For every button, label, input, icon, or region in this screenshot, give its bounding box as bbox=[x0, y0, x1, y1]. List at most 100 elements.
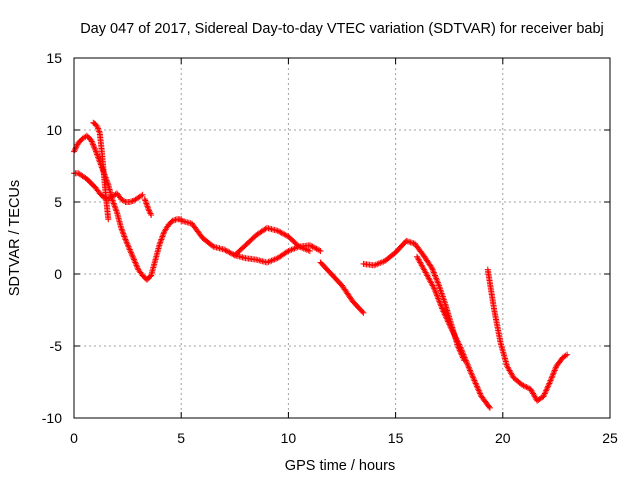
data-point bbox=[455, 340, 462, 347]
data-point bbox=[434, 278, 441, 285]
data-point bbox=[549, 371, 556, 378]
data-point bbox=[124, 240, 131, 247]
data-point bbox=[470, 376, 477, 383]
data-point bbox=[564, 351, 571, 358]
data-point bbox=[131, 258, 138, 265]
data-point bbox=[316, 247, 323, 254]
data-point bbox=[547, 377, 554, 384]
data-point bbox=[429, 265, 436, 272]
data-point bbox=[448, 325, 455, 332]
data-point bbox=[457, 344, 464, 351]
data-point bbox=[129, 252, 136, 259]
data-point bbox=[521, 383, 528, 390]
data-point bbox=[454, 338, 461, 345]
data-point bbox=[546, 380, 553, 387]
data-point bbox=[445, 318, 452, 325]
data-point bbox=[453, 335, 460, 342]
data-point bbox=[447, 322, 454, 329]
data-point bbox=[439, 305, 446, 312]
data-point bbox=[112, 206, 119, 213]
data-point bbox=[434, 294, 441, 301]
data-point bbox=[463, 358, 470, 365]
x-tick-label: 25 bbox=[602, 430, 618, 446]
data-point bbox=[139, 191, 146, 198]
data-point bbox=[104, 180, 111, 187]
data-point bbox=[125, 243, 132, 250]
data-point bbox=[464, 361, 471, 368]
data-point bbox=[444, 317, 451, 324]
data-point bbox=[459, 348, 466, 355]
data-point bbox=[156, 240, 163, 247]
data-point bbox=[276, 228, 283, 235]
data-point bbox=[433, 291, 440, 298]
data-point bbox=[433, 275, 440, 282]
data-point bbox=[549, 373, 556, 380]
data-point bbox=[466, 366, 473, 373]
data-point bbox=[146, 209, 153, 216]
data-point bbox=[486, 404, 493, 411]
data-point bbox=[94, 151, 101, 158]
data-point bbox=[468, 370, 475, 377]
data-point bbox=[144, 204, 151, 211]
data-point bbox=[456, 343, 463, 349]
data-point bbox=[430, 268, 437, 275]
data-point bbox=[428, 263, 435, 270]
data-point bbox=[471, 377, 478, 384]
data-point bbox=[94, 124, 101, 131]
data-point bbox=[306, 247, 313, 254]
data-point bbox=[545, 381, 552, 388]
data-point bbox=[360, 309, 367, 316]
data-point bbox=[465, 364, 472, 371]
data-point bbox=[435, 296, 442, 303]
data-point bbox=[160, 230, 167, 237]
data-point bbox=[159, 232, 166, 239]
data-point bbox=[119, 229, 126, 236]
y-tick-label: 0 bbox=[54, 266, 62, 282]
x-tick-label: 0 bbox=[70, 430, 78, 446]
data-point bbox=[95, 127, 102, 133]
data-point bbox=[121, 235, 128, 241]
data-point bbox=[433, 276, 440, 283]
data-point bbox=[306, 242, 313, 249]
data-point bbox=[122, 236, 129, 243]
data-point bbox=[435, 295, 442, 302]
data-point bbox=[548, 374, 555, 381]
data-point bbox=[431, 272, 438, 279]
data-point bbox=[520, 382, 527, 389]
data-point bbox=[142, 199, 149, 205]
data-point bbox=[440, 308, 447, 315]
data-point bbox=[519, 381, 526, 388]
data-point bbox=[441, 311, 448, 318]
x-tick-label: 10 bbox=[281, 430, 297, 446]
data-point bbox=[95, 154, 102, 161]
data-point bbox=[73, 142, 80, 149]
data-point bbox=[454, 337, 461, 344]
data-point bbox=[132, 259, 139, 266]
grid bbox=[74, 58, 610, 418]
data-point bbox=[129, 253, 136, 260]
data-point bbox=[222, 247, 229, 254]
data-point bbox=[456, 341, 463, 348]
data-point bbox=[313, 245, 320, 252]
data-point bbox=[128, 250, 135, 257]
data-point bbox=[121, 198, 128, 205]
data-point bbox=[110, 200, 117, 207]
y-axis-label: SDTVAR / TECUs bbox=[7, 180, 23, 296]
data-point bbox=[542, 389, 549, 396]
data-point bbox=[464, 360, 471, 367]
data-point bbox=[314, 246, 321, 253]
data-point bbox=[429, 266, 436, 273]
chart-title: Day 047 of 2017, Sidereal Day-to-day VTE… bbox=[80, 21, 604, 37]
data-point bbox=[443, 315, 450, 322]
y-tick-label: -5 bbox=[50, 338, 63, 354]
data-point bbox=[310, 244, 317, 251]
data-point bbox=[450, 330, 457, 337]
data-point bbox=[541, 391, 548, 398]
data-point bbox=[95, 125, 102, 132]
data-point bbox=[543, 387, 550, 394]
data-point bbox=[138, 192, 145, 199]
data-point bbox=[144, 203, 151, 210]
x-tick-label: 15 bbox=[388, 430, 404, 446]
data-point bbox=[274, 227, 281, 234]
